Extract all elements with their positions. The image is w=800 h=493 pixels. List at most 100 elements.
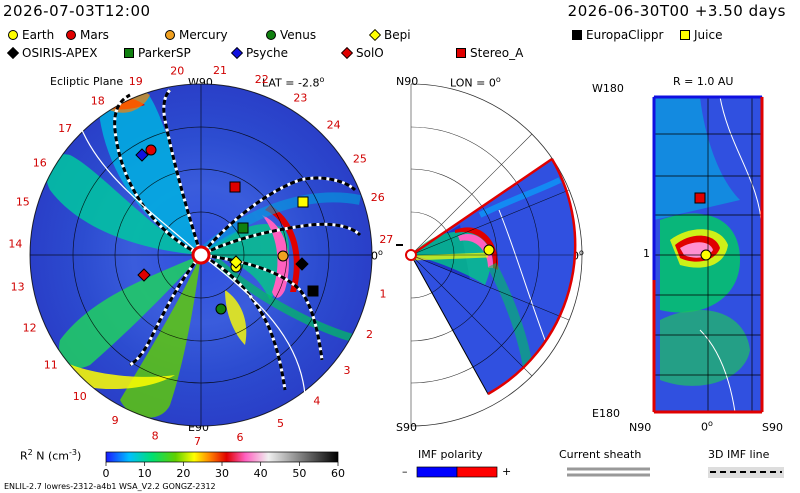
- legend-item-parkersp: ParkerSP: [124, 46, 191, 60]
- bepi-marker: [229, 255, 243, 269]
- legend-label: Mars: [80, 28, 109, 42]
- radial-stereo-a-marker: [694, 192, 706, 204]
- colorbar-tick-label: 60: [331, 467, 345, 480]
- circle-marker-icon: [165, 30, 175, 40]
- colorbar-tick-label: 50: [292, 467, 306, 480]
- psyche-marker: [135, 148, 149, 162]
- carrington-label: 21: [213, 64, 227, 77]
- carrington-label: 10: [73, 390, 87, 403]
- carrington-label: 24: [327, 119, 341, 132]
- radial-top-left: W180: [592, 82, 624, 95]
- venus-marker: [215, 303, 227, 315]
- meridional-bottom-label: S90: [396, 421, 417, 434]
- legend-label: EuropaClippr: [586, 28, 664, 42]
- carrington-label: 17: [58, 122, 72, 135]
- carrington-label: 3: [344, 364, 351, 377]
- colorbar-label-sup: 2: [27, 448, 33, 457]
- meridional-top-label: N90: [396, 75, 419, 88]
- legend-label: Bepi: [384, 28, 411, 42]
- colorbar: [105, 451, 339, 463]
- ecliptic-lat-value: LAT = -2.8: [262, 76, 320, 90]
- osiris-apex-marker: [295, 257, 309, 271]
- carrington-label: 5: [277, 417, 284, 430]
- colorbar-tick-label: 30: [215, 467, 229, 480]
- radial-panel: [652, 95, 764, 414]
- legend-label: Stereo_A: [470, 46, 524, 60]
- colorbar-label-end: ): [77, 449, 82, 463]
- ecliptic-lat: LAT = -2.8o: [262, 75, 324, 90]
- solo-marker: [137, 268, 151, 282]
- meridional-right-degree: o: [579, 248, 584, 257]
- radial-mid-left: 1: [643, 247, 650, 260]
- legend-label: SolO: [356, 46, 384, 60]
- square-marker-icon: [124, 48, 134, 58]
- legend-label: Mercury: [179, 28, 228, 42]
- carrington-label: 27: [379, 233, 393, 246]
- legend-label: Psyche: [246, 46, 288, 60]
- carrington-label: 1: [380, 287, 387, 300]
- colorbar-tick-label: 10: [138, 467, 152, 480]
- meridional-panel: [396, 83, 583, 427]
- imf-polarity-title: IMF polarity: [418, 448, 483, 461]
- carrington-label: 13: [11, 280, 25, 293]
- carrington-label: 9: [112, 414, 119, 427]
- stereo-a-marker: [229, 181, 241, 193]
- legend-item-bepi: Bepi: [368, 28, 411, 42]
- europaclippr-marker: [307, 285, 319, 297]
- legend-label: Juice: [694, 28, 723, 42]
- square-marker-icon: [572, 30, 582, 40]
- current-sheath-title: Current sheath: [559, 448, 642, 461]
- legend-label: Venus: [280, 28, 317, 42]
- ecliptic-right-value: 0: [371, 249, 378, 263]
- legend-item-mars: Mars: [66, 28, 109, 42]
- ecliptic-right-label: 0o: [371, 248, 383, 263]
- carrington-label: 7: [194, 435, 201, 448]
- legend-label: ParkerSP: [138, 46, 191, 60]
- carrington-label: 19: [129, 75, 143, 88]
- ecliptic-lat-degree: o: [319, 75, 325, 84]
- legend-label: OSIRIS-APEX: [22, 46, 98, 60]
- colorbar-tick-label: 40: [254, 467, 268, 480]
- meridional-lon: LON = 0o: [450, 75, 501, 90]
- legend-item-psyche: Psyche: [230, 46, 288, 60]
- circle-marker-icon: [266, 30, 276, 40]
- square-marker-icon: [680, 30, 690, 40]
- carrington-label: 14: [8, 238, 22, 251]
- imf-plus: +: [502, 465, 512, 478]
- carrington-label: 20: [170, 65, 184, 78]
- footer-version: ENLIL-2.7 lowres-2312-a4b1 WSA_V2.2 GONG…: [4, 482, 216, 491]
- right-timestamp: 2026-06-30T00 +3.50 days: [567, 2, 786, 20]
- colorbar-label-exp: -3: [69, 448, 78, 457]
- radial-earth-marker: [700, 249, 712, 261]
- colorbar-label-rest: N (cm: [32, 449, 70, 463]
- circle-marker-icon: [8, 30, 18, 40]
- square-marker-icon: [456, 48, 466, 58]
- carrington-label: 4: [313, 395, 320, 408]
- colorbar-tick-label: 0: [103, 467, 110, 480]
- left-timestamp: 2026-07-03T12:00: [3, 2, 151, 20]
- current-sheath-swatch: [567, 467, 650, 477]
- carrington-label: 15: [16, 196, 30, 209]
- carrington-label: 22: [255, 73, 269, 86]
- ecliptic-title: Ecliptic Plane: [50, 75, 124, 88]
- carrington-label: 8: [152, 429, 159, 442]
- radial-bottom-n90: N90: [629, 421, 652, 434]
- radial-bottom-zero-degree: o: [708, 419, 713, 428]
- legend-item-earth: Earth: [8, 28, 54, 42]
- radial-bottom-s90: S90: [762, 421, 783, 434]
- radial-bottom-zero: 0o: [701, 419, 713, 434]
- carrington-label: 12: [23, 321, 37, 334]
- carrington-label: 6: [237, 431, 244, 444]
- carrington-label: 18: [91, 94, 105, 107]
- meridional-lon-degree: o: [495, 75, 501, 84]
- mars-marker: [145, 144, 157, 156]
- imf3d-title: 3D IMF line: [708, 448, 770, 461]
- legend-item-europaclippr: EuropaClippr: [572, 28, 663, 42]
- circle-marker-icon: [66, 30, 76, 40]
- carrington-label: 26: [371, 191, 385, 204]
- colorbar-label: R2 N (cm-3): [20, 448, 81, 463]
- imf-minus: –: [402, 465, 408, 478]
- mercury-marker: [277, 250, 289, 262]
